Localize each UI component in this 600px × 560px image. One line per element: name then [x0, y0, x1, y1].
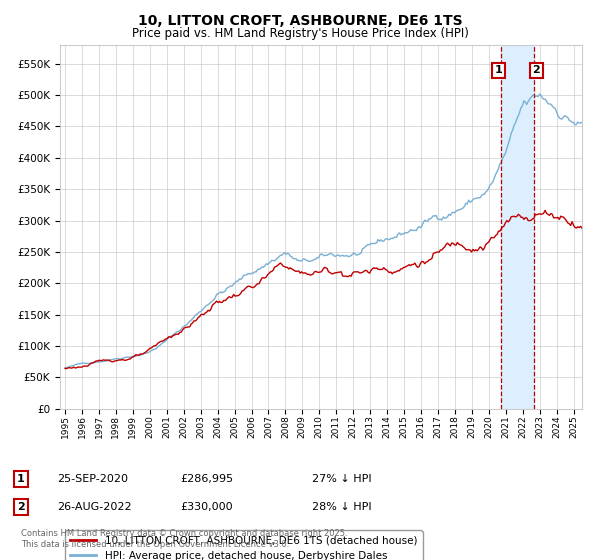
Text: Contains HM Land Registry data © Crown copyright and database right 2025.: Contains HM Land Registry data © Crown c…: [21, 529, 347, 538]
Text: 1: 1: [495, 66, 502, 75]
Text: 1: 1: [17, 474, 25, 484]
Bar: [501, 45, 533, 409]
Text: £330,000: £330,000: [180, 502, 233, 512]
Text: £286,995: £286,995: [180, 474, 233, 484]
Text: 28% ↓ HPI: 28% ↓ HPI: [312, 502, 371, 512]
Text: This data is licensed under the Open Government Licence v3.0.: This data is licensed under the Open Gov…: [21, 540, 289, 549]
Text: 10, LITTON CROFT, ASHBOURNE, DE6 1TS: 10, LITTON CROFT, ASHBOURNE, DE6 1TS: [137, 14, 463, 28]
Text: Price paid vs. HM Land Registry's House Price Index (HPI): Price paid vs. HM Land Registry's House …: [131, 27, 469, 40]
Text: 26-AUG-2022: 26-AUG-2022: [57, 502, 131, 512]
Text: 27% ↓ HPI: 27% ↓ HPI: [312, 474, 371, 484]
Text: 25-SEP-2020: 25-SEP-2020: [57, 474, 128, 484]
Text: 2: 2: [532, 66, 540, 75]
Text: 2: 2: [17, 502, 25, 512]
Legend: 10, LITTON CROFT, ASHBOURNE, DE6 1TS (detached house), HPI: Average price, detac: 10, LITTON CROFT, ASHBOURNE, DE6 1TS (de…: [65, 530, 422, 560]
